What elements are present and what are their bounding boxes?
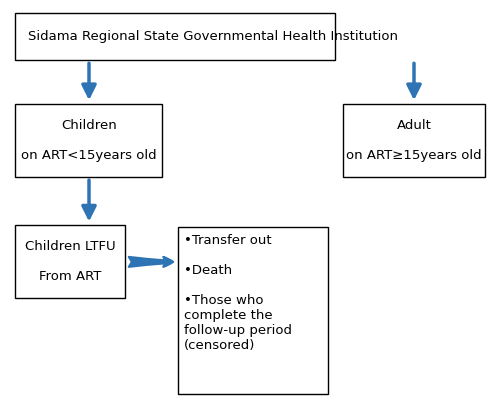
Text: Adult

on ART≥15years old: Adult on ART≥15years old <box>346 119 482 163</box>
FancyBboxPatch shape <box>178 227 328 394</box>
Text: Children

on ART<15years old: Children on ART<15years old <box>21 119 157 163</box>
FancyBboxPatch shape <box>342 104 485 177</box>
FancyBboxPatch shape <box>15 225 125 298</box>
Text: Sidama Regional State Governmental Health Institution: Sidama Regional State Governmental Healt… <box>28 30 398 43</box>
FancyBboxPatch shape <box>15 104 163 177</box>
FancyBboxPatch shape <box>15 13 335 60</box>
Text: •Transfer out

•Death

•Those who
complete the
follow-up period
(censored): •Transfer out •Death •Those who complete… <box>184 234 292 352</box>
Text: Children LTFU

From ART: Children LTFU From ART <box>24 240 116 284</box>
